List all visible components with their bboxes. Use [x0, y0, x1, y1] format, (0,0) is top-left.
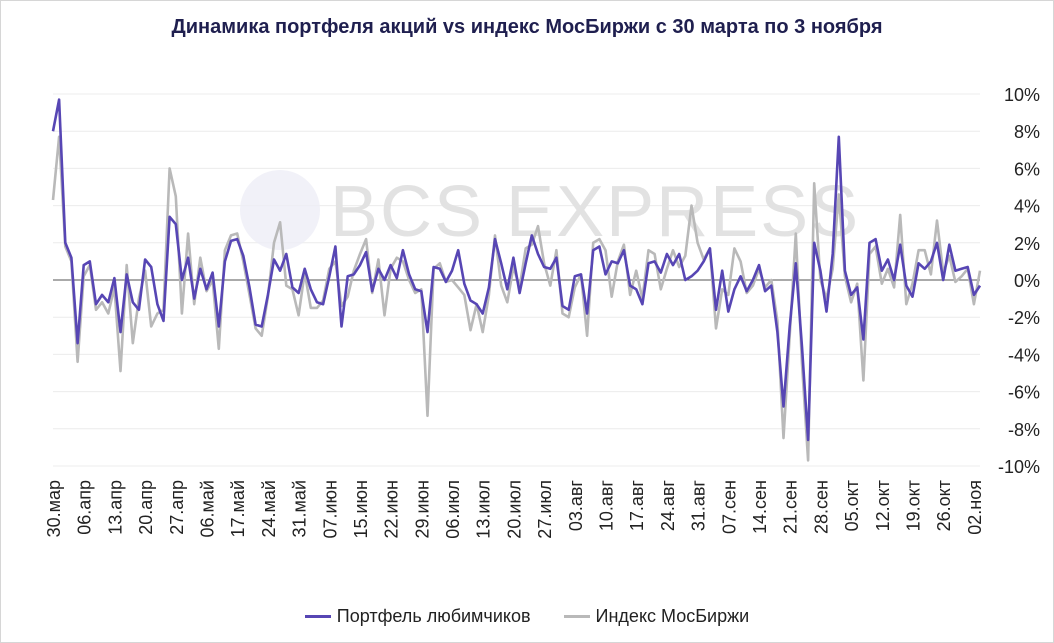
x-tick-label: 24.авг: [658, 480, 678, 532]
x-tick-label: 19.окт: [903, 480, 923, 531]
x-tick-label: 27.апр: [167, 480, 187, 535]
x-tick-label: 07.сен: [719, 480, 739, 534]
x-tick-label: 29.июн: [412, 480, 432, 539]
y-tick-label: 2%: [1014, 234, 1040, 254]
chart-title: Динамика портфеля акций vs индекс МосБир…: [171, 16, 883, 38]
x-tick-label: 21.сен: [781, 480, 801, 534]
x-tick-label: 17.авг: [627, 480, 647, 532]
y-tick-label: -2%: [1008, 308, 1040, 328]
y-axis-ticks: 10% 8% 6% 4% 2% 0% -2% -4% -6% -8% -10%: [998, 85, 1040, 477]
legend-item-portfolio: Портфель любимчиков: [304, 606, 531, 627]
y-tick-label: -10%: [998, 457, 1040, 477]
legend-label-index: Индекс МосБиржи: [595, 606, 750, 626]
x-tick-label: 31.май: [290, 480, 310, 537]
y-tick-label: -4%: [1008, 345, 1040, 365]
y-tick-label: 10%: [1004, 85, 1040, 105]
gridlines: [53, 93, 980, 467]
watermark-logo-icon: [240, 170, 320, 250]
x-tick-label: 26.окт: [934, 480, 954, 531]
x-tick-label: 27.июл: [535, 480, 555, 539]
y-tick-label: -8%: [1008, 420, 1040, 440]
x-tick-label: 06.июл: [443, 480, 463, 539]
legend-swatch-portfolio: [304, 615, 331, 618]
watermark: BCS EXPRESS: [240, 170, 860, 252]
x-tick-label: 10.авг: [597, 480, 617, 532]
y-tick-label: 0%: [1014, 271, 1040, 291]
x-tick-label: 07.июн: [320, 480, 340, 539]
x-tick-label: 20.июл: [504, 480, 524, 539]
x-tick-label: 15.июн: [351, 480, 371, 539]
watermark-text: BCS EXPRESS: [330, 172, 860, 252]
x-tick-label: 03.авг: [566, 480, 586, 532]
x-tick-label: 24.май: [259, 480, 279, 537]
x-tick-label: 12.окт: [873, 480, 893, 531]
x-tick-label: 02.ноя: [965, 480, 985, 535]
x-tick-label: 14.сен: [750, 480, 770, 534]
legend-item-index: Индекс МосБиржи: [563, 606, 750, 627]
x-tick-label: 28.сен: [811, 480, 831, 534]
x-tick-label: 13.апр: [105, 480, 125, 535]
series-line-portfolio: [51, 98, 982, 442]
legend: Портфель любимчиков Индекс МосБиржи: [0, 602, 1054, 627]
x-axis-ticks: 30.мар 06.апр 13.апр 20.апр 27.апр 06.май 17.м…: [44, 480, 985, 539]
y-tick-label: 8%: [1014, 122, 1040, 142]
legend-label-portfolio: Портфель любимчиков: [336, 606, 531, 626]
x-tick-label: 30.мар: [44, 480, 64, 537]
x-tick-label: 31.авг: [689, 480, 709, 532]
y-tick-label: -6%: [1008, 383, 1040, 403]
series-lines: [51, 98, 982, 462]
x-tick-label: 06.апр: [75, 480, 95, 535]
x-tick-label: 06.май: [197, 480, 217, 537]
x-tick-label: 22.июн: [382, 480, 402, 539]
x-tick-label: 05.окт: [842, 480, 862, 531]
x-tick-label: 13.июл: [474, 480, 494, 539]
x-tick-label: 20.апр: [136, 480, 156, 535]
y-tick-label: 6%: [1014, 159, 1040, 179]
legend-swatch-index: [563, 615, 590, 618]
y-tick-label: 4%: [1014, 197, 1040, 217]
x-tick-label: 17.май: [228, 480, 248, 537]
